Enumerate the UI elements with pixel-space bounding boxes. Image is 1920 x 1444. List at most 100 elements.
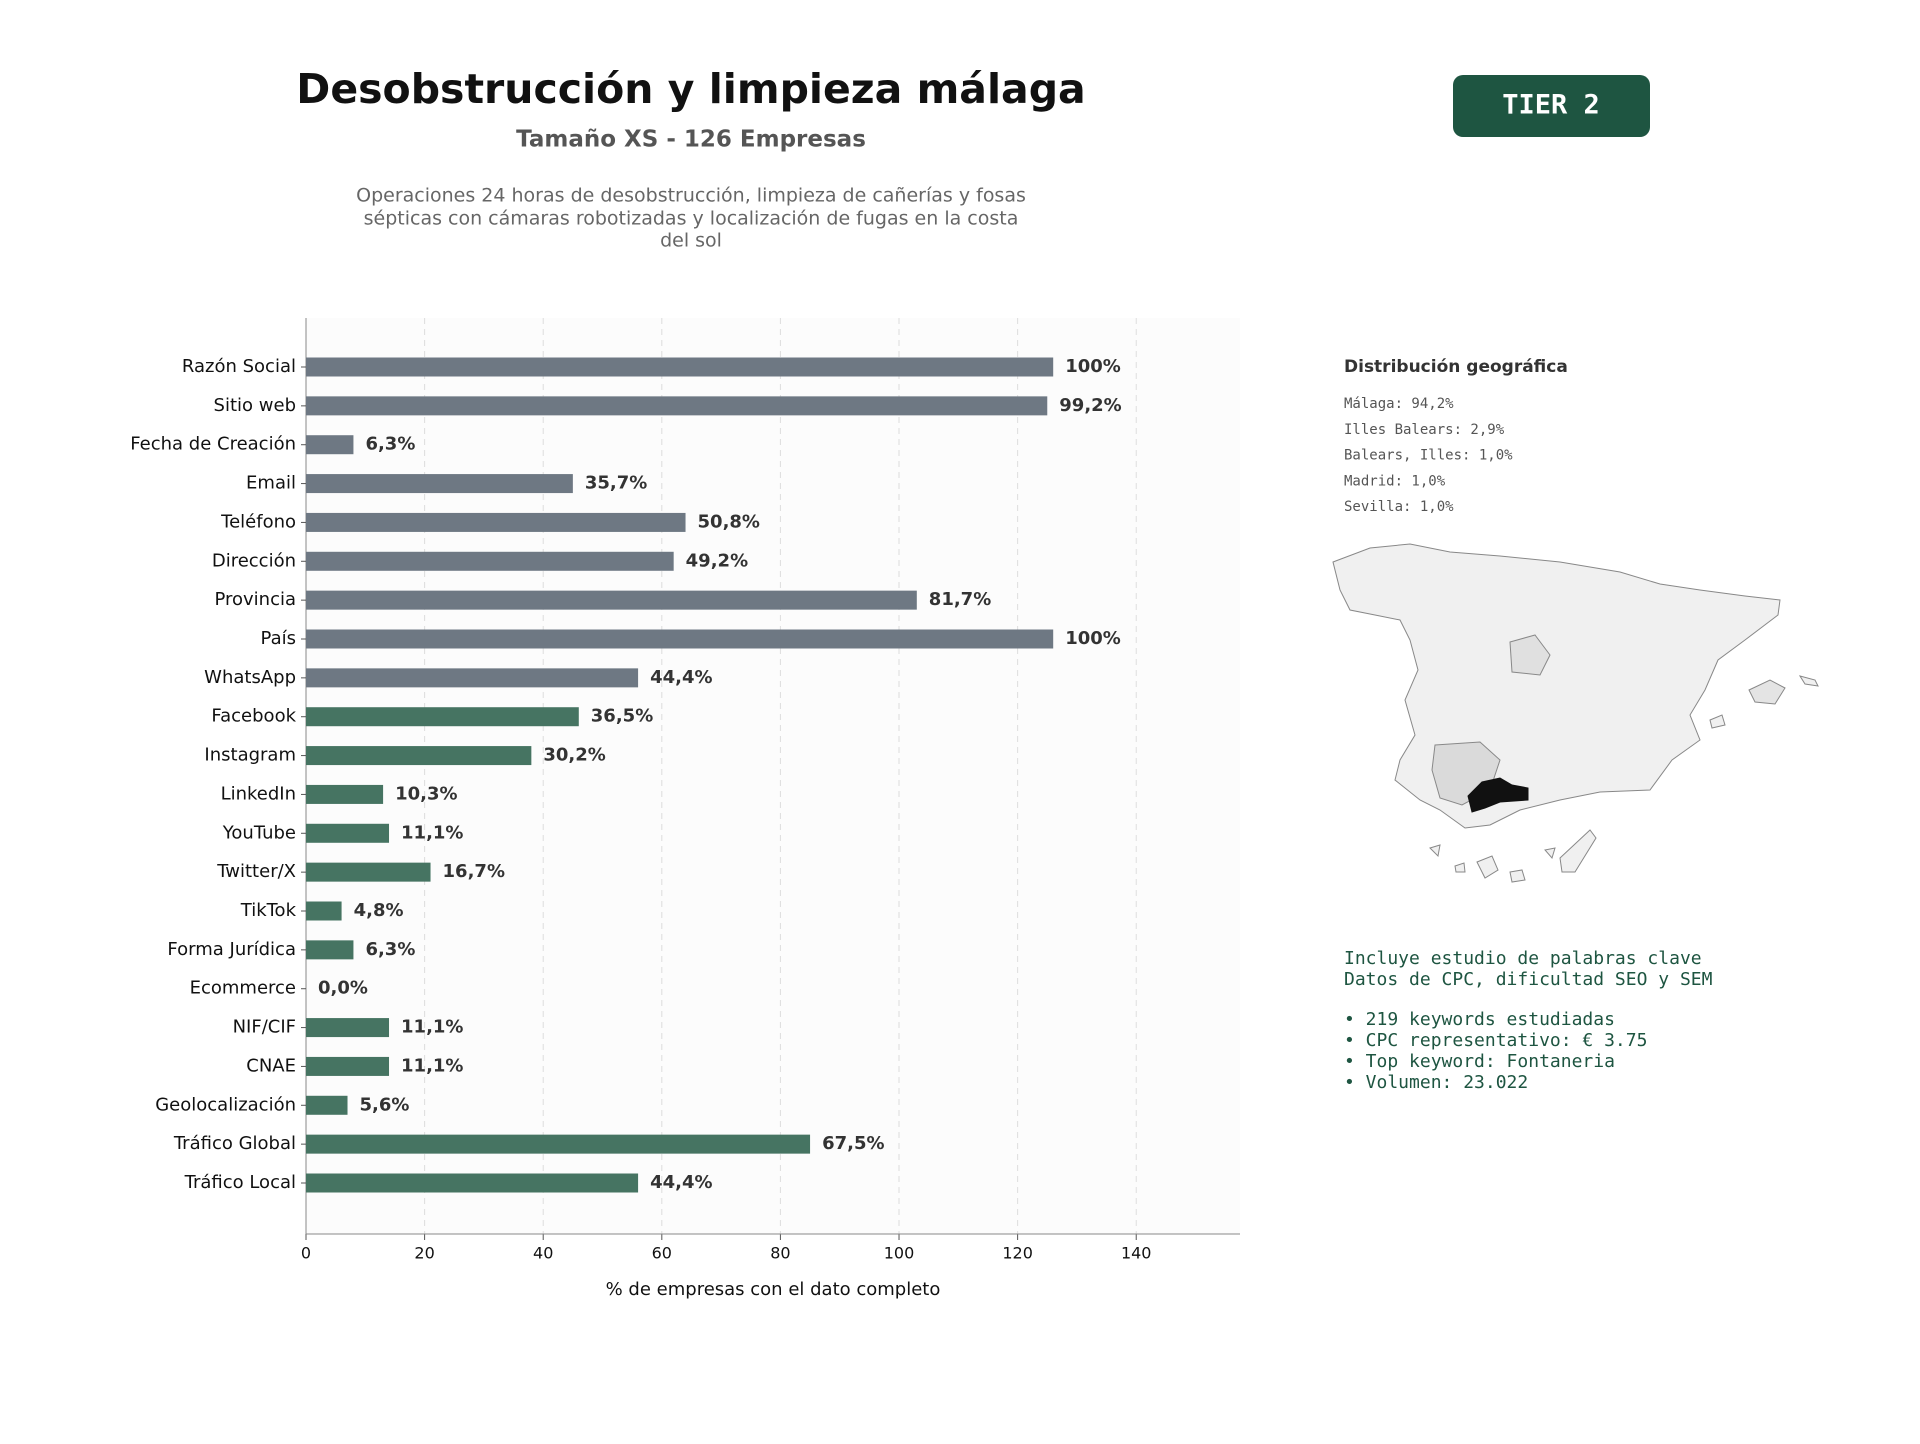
malaga <box>1467 777 1529 813</box>
plot-area <box>306 318 1240 1234</box>
bar <box>306 435 354 455</box>
data-label: 16,7% <box>443 861 505 882</box>
bar <box>306 1095 348 1115</box>
data-label: 11,1% <box>401 1055 463 1076</box>
keyword-item: • CPC representativo: € 3.75 <box>1344 1030 1647 1051</box>
bar <box>306 1018 390 1038</box>
canarias <box>1429 829 1597 883</box>
geo-title: Distribución geográfica <box>1344 357 1568 377</box>
menorca <box>1798 675 1819 687</box>
y-tick-label: CNAE <box>246 1055 296 1076</box>
data-label: 36,5% <box>591 706 653 727</box>
y-tick-label: Provincia <box>214 589 296 610</box>
y-tick-label: TikTok <box>240 900 297 921</box>
keyword-item: • Volumen: 23.022 <box>1344 1072 1528 1093</box>
geo-item: Balears, Illes: 1,0% <box>1344 448 1513 464</box>
y-tick-label: Teléfono <box>220 511 296 532</box>
data-label: 35,7% <box>585 473 647 494</box>
geo-item: Madrid: 1,0% <box>1344 473 1446 489</box>
data-label: 6,3% <box>365 939 415 960</box>
subtitle: Tamaño XS - 126 Empresas <box>516 127 866 153</box>
y-tick-label: Sitio web <box>214 395 296 416</box>
bar <box>306 746 532 766</box>
bar <box>306 629 1054 649</box>
y-tick-label: Instagram <box>204 745 296 766</box>
bar <box>306 668 639 688</box>
y-tick-label: WhatsApp <box>204 667 296 688</box>
y-tick-label: Fecha de Creación <box>130 434 296 455</box>
data-label: 49,2% <box>686 550 748 571</box>
y-tick-label: YouTube <box>222 822 296 843</box>
bar <box>306 551 674 571</box>
x-tick-label: 120 <box>1002 1244 1033 1263</box>
keywords-intro: Datos de CPC, dificultad SEO y SEM <box>1344 969 1713 990</box>
geo-item: Málaga: 94,2% <box>1344 396 1454 412</box>
y-tick-label: Geolocalización <box>155 1094 296 1115</box>
y-tick-label: NIF/CIF <box>233 1017 296 1038</box>
data-label: 11,1% <box>401 1017 463 1038</box>
y-tick-label: Ecommerce <box>190 978 296 999</box>
y-tick-label: Forma Jurídica <box>167 939 296 960</box>
x-tick-label: 140 <box>1121 1244 1152 1263</box>
bar <box>306 1134 811 1154</box>
bar <box>306 512 686 532</box>
data-label: 50,8% <box>698 511 760 532</box>
y-tick-label: Tráfico Local <box>184 1172 296 1193</box>
y-tick-label: Twitter/X <box>216 861 296 882</box>
y-tick-label: LinkedIn <box>221 783 296 804</box>
tier-label: TIER 2 <box>1502 90 1600 121</box>
bar <box>306 707 579 727</box>
data-label: 6,3% <box>365 434 415 455</box>
x-tick-label: 80 <box>770 1244 790 1263</box>
y-tick-label: Facebook <box>211 706 296 727</box>
x-tick-label: 20 <box>414 1244 434 1263</box>
keywords-intro: Incluye estudio de palabras clave <box>1344 948 1702 969</box>
x-tick-label: 60 <box>652 1244 672 1263</box>
data-label: 44,4% <box>650 667 712 688</box>
madrid <box>1509 634 1551 676</box>
bar <box>306 940 354 960</box>
bar <box>306 862 431 882</box>
bar <box>306 396 1048 416</box>
geo-item: Sevilla: 1,0% <box>1344 499 1454 515</box>
y-tick-label: País <box>261 628 296 649</box>
description: del sol <box>660 230 722 252</box>
y-tick-label: Dirección <box>212 550 296 571</box>
balears-small <box>1709 714 1726 729</box>
keyword-item: • 219 keywords estudiadas <box>1344 1009 1615 1030</box>
bar <box>306 357 1054 377</box>
bar <box>306 474 573 494</box>
spain-map <box>1332 543 1819 883</box>
geo-list: Málaga: 94,2% Illes Balears: 2,9% Balears,… <box>1344 396 1513 515</box>
bar <box>306 590 917 610</box>
y-tick-label: Email <box>246 473 296 494</box>
tier-badge <box>1453 75 1650 137</box>
y-tick-label: Razón Social <box>182 356 296 377</box>
data-label: 5,6% <box>360 1094 410 1115</box>
x-tick-label: 40 <box>533 1244 553 1263</box>
description: sépticas con cámaras robotizadas y local… <box>364 208 1019 230</box>
data-label: 67,5% <box>822 1133 884 1154</box>
description: Operaciones 24 horas de desobstrucción, … <box>356 185 1026 207</box>
keyword-item: • Top keyword: Fontaneria <box>1344 1051 1615 1072</box>
x-axis-label: % de empresas con el dato completo <box>606 1279 941 1300</box>
data-label: 100% <box>1065 628 1121 649</box>
data-label: 100% <box>1065 356 1121 377</box>
bar <box>306 784 384 804</box>
data-label: 99,2% <box>1059 395 1121 416</box>
data-label: 81,7% <box>929 589 991 610</box>
x-tick-label: 100 <box>884 1244 915 1263</box>
data-label: 11,1% <box>401 822 463 843</box>
data-label: 0,0% <box>318 978 368 999</box>
bar <box>306 823 390 843</box>
geo-item: Illes Balears: 2,9% <box>1344 422 1505 438</box>
bar <box>306 1056 390 1076</box>
bar <box>306 901 342 921</box>
bar <box>306 1173 639 1193</box>
balears <box>1748 679 1786 705</box>
data-label: 4,8% <box>354 900 404 921</box>
x-tick-label: 0 <box>301 1244 311 1263</box>
chart-title: Desobstrucción y limpieza málaga <box>296 65 1085 113</box>
